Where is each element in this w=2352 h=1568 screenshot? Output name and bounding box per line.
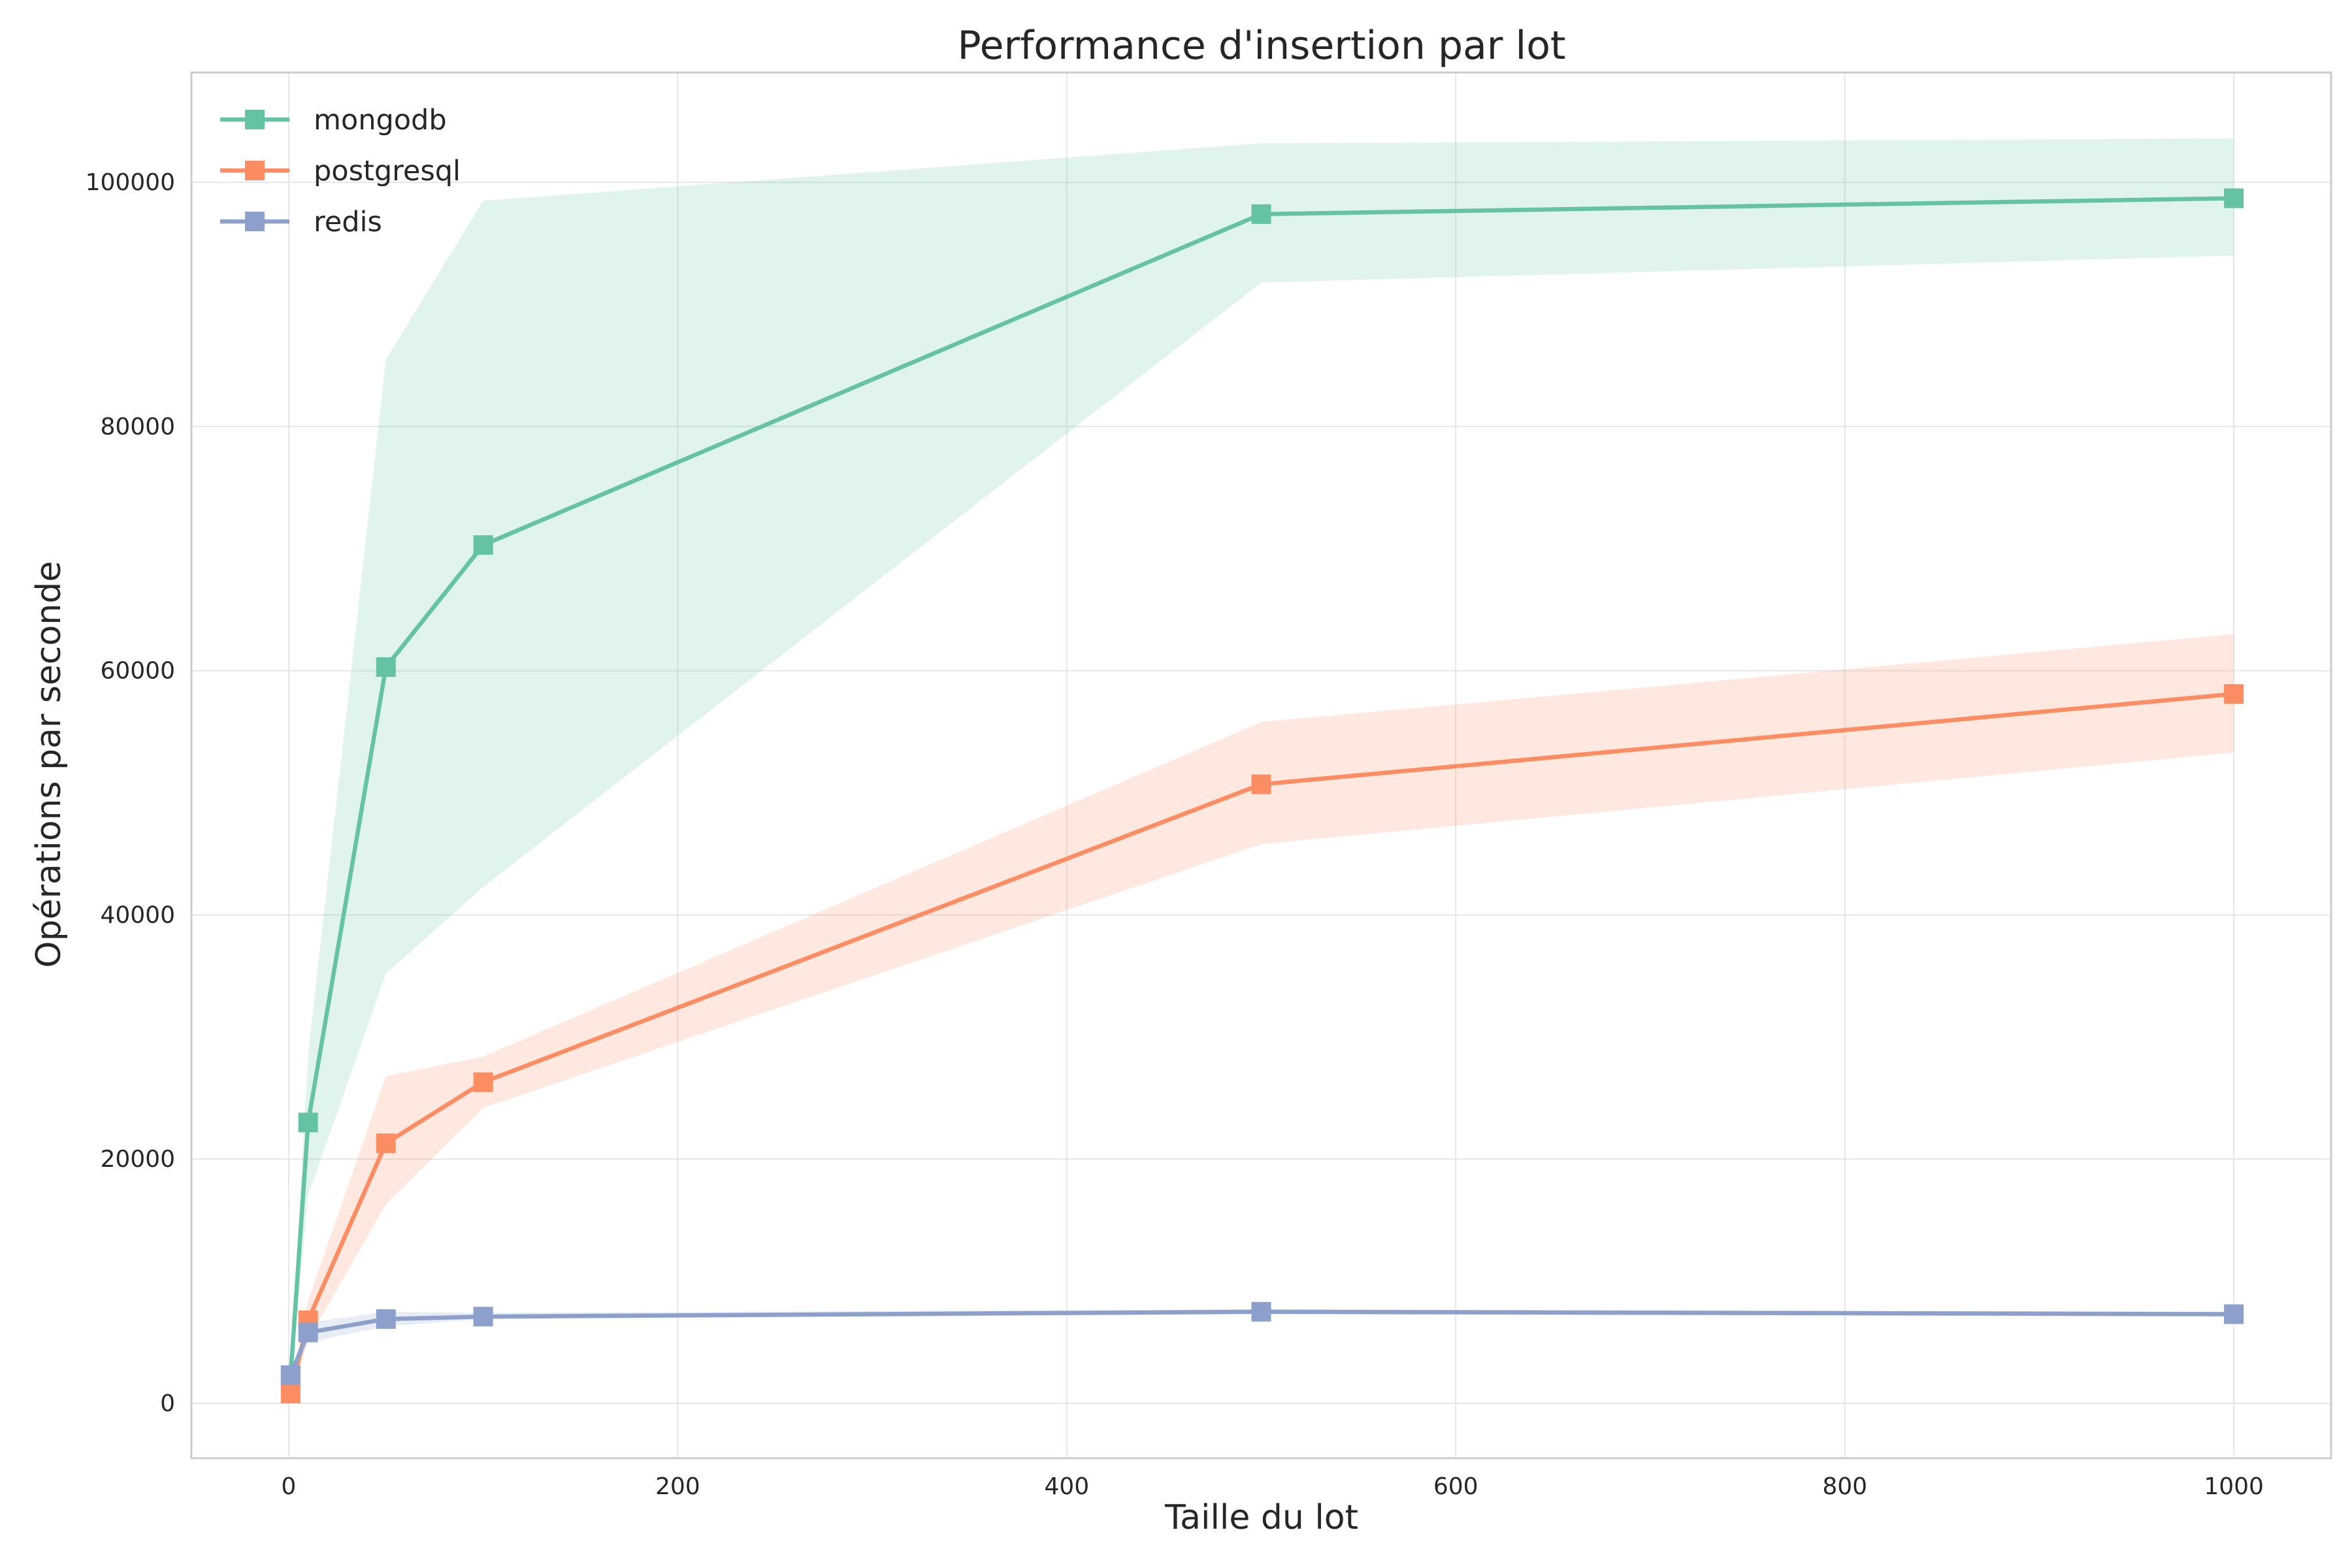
y-tick-label: 60000 (100, 658, 175, 685)
y-tick-label: 0 (160, 1390, 175, 1417)
legend: mongodb postgresql redis (220, 104, 461, 238)
plot-frame (190, 71, 2332, 1460)
data-point-postgresql (2224, 684, 2244, 704)
series-line-mongodb (288, 196, 2236, 1378)
data-point-postgresql (376, 1133, 396, 1153)
data-point-mongodb (298, 1113, 318, 1133)
data-point-redis (473, 1307, 493, 1327)
legend-label-postgresql: postgresql (314, 155, 461, 188)
x-tick-label: 200 (655, 1473, 700, 1500)
data-point-redis (280, 1365, 301, 1385)
series-markers (280, 188, 2244, 1403)
x-tick-label: 1000 (2204, 1473, 2264, 1500)
x-tick-label: 600 (1433, 1473, 1478, 1500)
y-tick-labels: 0 20000 40000 60000 80000 100000 (86, 169, 175, 1417)
data-point-postgresql (1251, 774, 1271, 794)
x-axis-label: Taille du lot (1164, 1498, 1358, 1537)
confidence-band-mongodb (290, 138, 2234, 1385)
x-tick-label: 400 (1044, 1473, 1089, 1500)
legend-marker-postgresql (245, 161, 265, 180)
legend-label-mongodb: mongodb (314, 104, 447, 137)
y-tick-label: 20000 (100, 1146, 175, 1173)
y-tick-label: 100000 (86, 169, 175, 196)
x-tick-label: 0 (281, 1473, 296, 1500)
x-tick-labels: 0 200 400 600 800 1000 (281, 1473, 2264, 1500)
chart-title: Performance d'insertion par lot (958, 23, 1566, 69)
y-tick-label: 40000 (100, 902, 175, 928)
legend-label-redis: redis (314, 206, 382, 238)
data-point-postgresql (473, 1072, 493, 1092)
data-point-mongodb (2224, 188, 2244, 208)
y-axis-label: Opérations par seconde (29, 561, 69, 968)
x-tick-label: 800 (1822, 1473, 1867, 1500)
data-point-redis (1251, 1301, 1271, 1322)
data-point-mongodb (473, 535, 493, 555)
data-point-redis (2224, 1304, 2244, 1324)
data-point-mongodb (1251, 204, 1271, 224)
data-point-redis (298, 1322, 318, 1343)
data-point-redis (376, 1309, 396, 1329)
data-point-mongodb (376, 657, 396, 678)
legend-marker-mongodb (245, 110, 265, 129)
grid (191, 73, 2331, 1458)
data-point-postgresql (280, 1383, 301, 1403)
y-tick-label: 80000 (100, 414, 175, 440)
legend-marker-redis (245, 212, 265, 231)
